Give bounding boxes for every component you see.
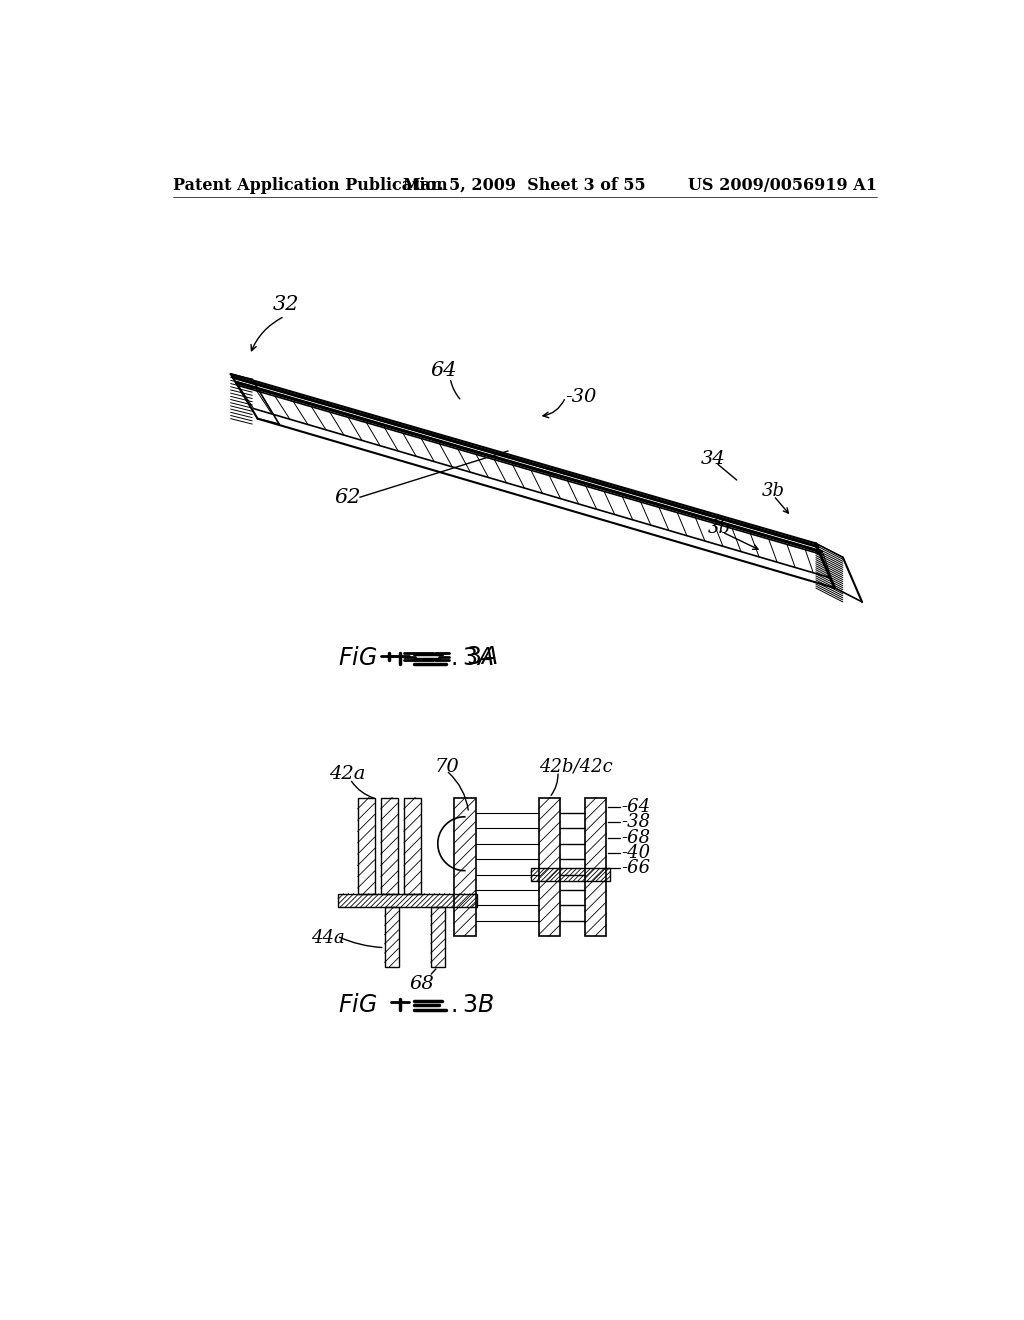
Text: 68: 68 bbox=[410, 975, 434, 993]
Text: 62: 62 bbox=[335, 487, 361, 507]
Bar bbox=[339, 894, 477, 907]
Text: -40: -40 bbox=[622, 843, 651, 862]
Text: -64: -64 bbox=[622, 797, 651, 816]
Text: -68: -68 bbox=[622, 829, 651, 846]
Text: Patent Application Publication: Patent Application Publication bbox=[173, 177, 447, 194]
Text: 70: 70 bbox=[435, 758, 460, 776]
Text: 64: 64 bbox=[431, 360, 458, 380]
Text: Mar. 5, 2009  Sheet 3 of 55: Mar. 5, 2009 Sheet 3 of 55 bbox=[403, 177, 646, 194]
Bar bbox=[385, 907, 398, 966]
Bar bbox=[531, 869, 610, 880]
Text: US 2009/0056919 A1: US 2009/0056919 A1 bbox=[688, 177, 878, 194]
Text: 32: 32 bbox=[273, 296, 299, 314]
Text: 44a: 44a bbox=[311, 929, 345, 946]
Bar bbox=[431, 907, 444, 966]
Text: $\mathit{3A}$: $\mathit{3A}$ bbox=[466, 644, 497, 669]
Bar bbox=[381, 797, 397, 894]
Bar bbox=[357, 797, 375, 894]
Bar bbox=[403, 797, 421, 894]
Text: -30: -30 bbox=[565, 388, 597, 407]
Bar bbox=[585, 797, 606, 936]
Text: 3b: 3b bbox=[762, 482, 785, 500]
Text: $\mathit{FiG}$: $\mathit{FiG}$ bbox=[339, 993, 378, 1016]
Text: 42a: 42a bbox=[330, 766, 366, 783]
Text: -38: -38 bbox=[622, 813, 651, 832]
Text: -66: -66 bbox=[622, 859, 651, 878]
Text: 34: 34 bbox=[700, 450, 725, 467]
Bar bbox=[539, 797, 560, 936]
Bar bbox=[454, 797, 475, 936]
Text: 3b: 3b bbox=[708, 519, 731, 537]
Text: $\mathit{FiG}$: $\mathit{FiG}$ bbox=[339, 645, 378, 671]
Text: $\mathit{.3B}$: $\mathit{.3B}$ bbox=[451, 993, 494, 1016]
Text: $\mathit{.3A}$: $\mathit{.3A}$ bbox=[451, 645, 494, 671]
Text: 42b/42c: 42b/42c bbox=[539, 758, 612, 776]
